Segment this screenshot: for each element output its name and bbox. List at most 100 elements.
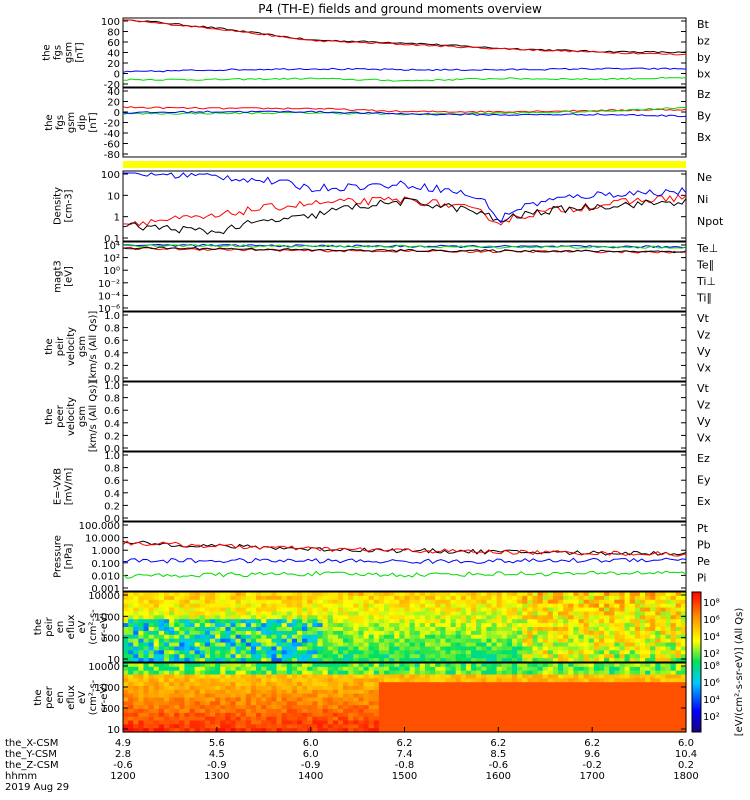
- heatmap-cell: [353, 658, 360, 663]
- heatmap-cell: [189, 599, 196, 605]
- heatmap-cell: [583, 697, 590, 702]
- y-tick-label: 0.1: [104, 234, 120, 245]
- heatmap-cell: [128, 728, 134, 733]
- heatmap-cell: [174, 630, 180, 636]
- heatmap-cell: [583, 603, 590, 609]
- heatmap-cell: [639, 712, 646, 718]
- heatmap-cell: [414, 599, 421, 605]
- heatmap-cell: [317, 658, 324, 663]
- heatmap-cell: [317, 666, 324, 672]
- heatmap-cell: [286, 724, 293, 729]
- heatmap-cell: [368, 670, 375, 676]
- heatmap-cell: [624, 689, 631, 695]
- heatmap-cell: [440, 623, 447, 628]
- heatmap-cell: [199, 619, 206, 624]
- heatmap-cell: [286, 615, 293, 620]
- heatmap-cell: [506, 670, 513, 676]
- heatmap-cell: [604, 615, 610, 620]
- heatmap-cell: [245, 720, 252, 725]
- heatmap-cell: [363, 595, 370, 601]
- heatmap-cell: [624, 646, 631, 651]
- heatmap-cell: [547, 634, 554, 640]
- heatmap-cell: [363, 663, 370, 668]
- heatmap-cell: [399, 599, 406, 605]
- heatmap-cell: [189, 686, 196, 691]
- heatmap-cell: [460, 603, 467, 609]
- heatmap-cell: [624, 658, 631, 663]
- heatmap-cell: [302, 611, 308, 616]
- heatmap-cell: [542, 650, 549, 655]
- y-axis-label: thepeirvelocitygsm[km/s (All Qs)]: [44, 311, 99, 383]
- y-tick-label: 1.0: [104, 451, 120, 462]
- colorbar-tick-label: 10⁸: [703, 598, 720, 609]
- heatmap-cell: [645, 634, 651, 640]
- heatmap-cell: [542, 682, 549, 687]
- legend-entry: Vy: [697, 345, 711, 358]
- heatmap-cell: [522, 693, 528, 699]
- heatmap-cell: [332, 724, 339, 729]
- heatmap-cell: [583, 678, 590, 683]
- heatmap-cell: [215, 634, 221, 640]
- heatmap-cell: [491, 720, 498, 725]
- heatmap-cell: [409, 615, 416, 620]
- heatmap-cell: [568, 623, 574, 628]
- heatmap-cell: [297, 623, 303, 628]
- heatmap-cell: [179, 595, 186, 601]
- heatmap-cell: [440, 678, 447, 683]
- heatmap-cell: [460, 682, 467, 687]
- legend-entry: Te∥: [696, 258, 714, 271]
- heatmap-cell: [675, 592, 682, 597]
- heatmap-cell: [650, 686, 656, 691]
- heatmap-cell: [639, 658, 646, 663]
- heatmap-cell: [558, 592, 564, 597]
- heatmap-cell: [153, 592, 160, 597]
- heatmap-cell: [123, 623, 129, 628]
- heatmap-cell: [389, 658, 395, 663]
- heatmap-cell: [588, 623, 595, 628]
- heatmap-cell: [353, 712, 360, 718]
- heatmap-cell: [660, 646, 667, 651]
- heatmap-cell: [650, 712, 656, 718]
- heatmap-cell: [271, 709, 278, 714]
- heatmap-cell: [194, 686, 201, 691]
- heatmap-cell: [424, 682, 431, 687]
- heatmap-cell: [148, 603, 155, 609]
- heatmap-cell: [256, 701, 262, 706]
- heatmap-cell: [128, 709, 134, 714]
- heatmap-cell: [609, 603, 615, 609]
- heatmap-cell: [506, 630, 513, 636]
- x-tick-label: -0.2: [582, 760, 602, 771]
- heatmap-cell: [455, 701, 462, 706]
- heatmap-cell: [297, 720, 303, 725]
- heatmap-cell: [629, 646, 636, 651]
- heatmap-cell: [430, 627, 436, 632]
- heatmap-cell: [204, 627, 211, 632]
- heatmap-cell: [199, 701, 206, 706]
- heatmap-cell: [660, 607, 667, 613]
- heatmap-cell: [419, 619, 426, 624]
- heatmap-cell: [133, 712, 139, 718]
- heatmap-cell: [634, 611, 641, 616]
- heatmap-cell: [133, 654, 139, 659]
- heatmap-cell: [409, 654, 416, 659]
- heatmap-cell: [322, 666, 329, 672]
- heatmap-cell: [250, 716, 257, 722]
- heatmap-cell: [343, 705, 349, 710]
- heatmap-cell: [598, 627, 605, 632]
- heatmap-cell: [276, 716, 283, 722]
- heatmap-cell: [389, 646, 395, 651]
- heatmap-cell: [430, 634, 436, 640]
- heatmap-cell: [138, 712, 145, 718]
- heatmap-cell: [266, 712, 273, 718]
- heatmap-cell: [378, 682, 385, 687]
- heatmap-cell: [604, 689, 610, 695]
- heatmap-cell: [353, 619, 360, 624]
- heatmap-cell: [537, 712, 544, 718]
- heatmap-cell: [568, 630, 574, 636]
- heatmap-cell: [399, 709, 406, 714]
- heatmap-cell: [491, 650, 498, 655]
- heatmap-cell: [133, 709, 139, 714]
- heatmap-cell: [266, 650, 273, 655]
- heatmap-cell: [215, 663, 221, 668]
- heatmap-cell: [547, 682, 554, 687]
